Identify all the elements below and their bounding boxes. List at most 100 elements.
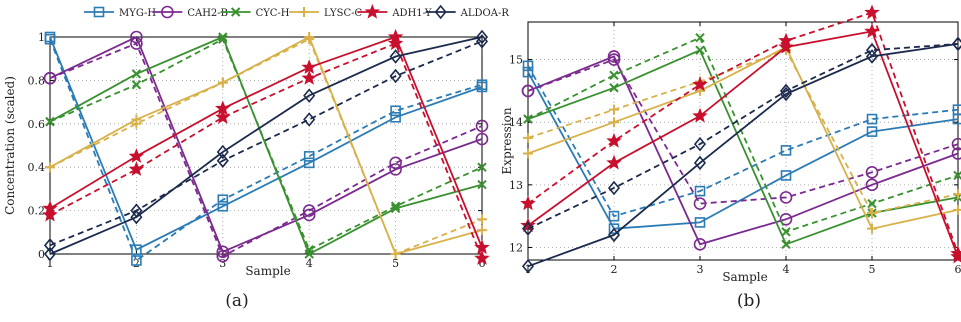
legend-marker [299, 7, 309, 17]
series-myg-h [44, 31, 488, 266]
data-point [521, 259, 535, 274]
data-point-dashed [216, 153, 229, 168]
legend-label: LYSC-C [324, 8, 362, 19]
series-cah2-b [521, 50, 961, 251]
solid-series-line [49, 35, 483, 256]
plus-marker [45, 162, 55, 173]
star-marker [692, 107, 708, 123]
x-marker [218, 34, 228, 44]
data-point-dashed [867, 208, 877, 219]
square-marker [952, 113, 961, 125]
legend-item: LYSC-C [289, 7, 362, 19]
circle-marker [130, 37, 143, 50]
dashed-series-line [527, 58, 959, 205]
series-lysc-c [523, 42, 961, 234]
square-marker [694, 217, 706, 228]
data-point-dashed [523, 132, 533, 143]
data-point [607, 50, 621, 63]
legend-label: MYG-H [119, 8, 156, 19]
circle-marker [302, 204, 316, 217]
y-tick-label: 14 [509, 116, 523, 129]
x-tick-label: 4 [783, 263, 790, 276]
data-point-dashed [42, 206, 58, 222]
data-point [522, 66, 534, 78]
circle-marker [951, 147, 961, 160]
star-marker [364, 3, 381, 19]
series-cyc-h [45, 32, 487, 259]
y-tick-label: 0.6 [28, 118, 46, 131]
circle-marker [43, 71, 57, 85]
data-point-dashed [521, 221, 535, 236]
dashed-series-line [527, 43, 959, 230]
data-point [695, 45, 705, 55]
data-point [866, 126, 878, 137]
data-point [390, 111, 401, 123]
plus-marker [217, 77, 228, 88]
data-point-dashed [607, 180, 621, 196]
x-tick-label: 6 [479, 257, 486, 270]
data-point-dashed [474, 250, 490, 265]
diamond-marker [865, 49, 879, 64]
x-marker [390, 203, 401, 214]
square-marker [217, 194, 229, 206]
x-marker [390, 201, 401, 211]
square-marker [522, 66, 534, 78]
diamond-marker [779, 83, 793, 99]
legend-label: CYC-H [256, 8, 290, 19]
square-marker [217, 200, 229, 212]
data-point [218, 32, 228, 42]
series-adh1-y [42, 28, 490, 265]
diamond-marker [475, 29, 489, 45]
square-marker [780, 145, 792, 156]
diamond-marker [303, 112, 316, 127]
data-point [131, 114, 142, 125]
y-tick-label: 0.8 [28, 74, 46, 87]
star-marker [215, 109, 231, 124]
data-point [950, 248, 961, 264]
data-point-dashed [693, 136, 707, 152]
data-point-dashed [131, 255, 142, 266]
solid-series-line [49, 36, 483, 251]
data-point-dashed [951, 137, 961, 151]
data-point [45, 162, 55, 173]
data-point-dashed [522, 60, 534, 72]
data-point-dashed [477, 162, 487, 172]
data-point [477, 225, 487, 236]
x-axis-label: Sample [722, 270, 767, 284]
star-marker [474, 239, 490, 255]
data-point [44, 31, 56, 43]
star-marker [128, 161, 145, 176]
dashed-series-line [527, 49, 959, 215]
series-aldoa-r [43, 29, 489, 262]
legend-label: ALDOA-R [460, 8, 510, 19]
legend-item: ALDOA-R [425, 4, 510, 20]
solid-series-line [49, 36, 483, 255]
data-point-dashed [867, 198, 877, 209]
square-marker [303, 151, 315, 162]
star-marker [474, 250, 490, 265]
data-point-dashed [694, 185, 706, 197]
data-point-dashed [303, 151, 315, 162]
plus-marker [131, 114, 142, 125]
data-point [953, 204, 961, 215]
dashed-series-line [49, 42, 483, 259]
x-tick-label: 5 [869, 263, 876, 276]
x-tick-label: 3 [697, 263, 704, 276]
data-point [45, 116, 55, 127]
y-axis-label: Expression [500, 107, 514, 174]
circle-marker [475, 132, 489, 146]
data-point [390, 203, 401, 214]
diamond-marker [303, 88, 316, 103]
star-marker [387, 35, 404, 51]
x-marker [304, 249, 314, 259]
data-point [217, 77, 228, 88]
x-marker [477, 162, 487, 172]
diamond-marker [130, 203, 143, 218]
data-point [390, 249, 401, 259]
star-marker [42, 206, 58, 222]
x-axis-label: Sample [245, 264, 290, 278]
data-point [475, 29, 489, 45]
data-point-dashed [390, 201, 401, 211]
y-tick-label: 0.2 [28, 205, 46, 218]
